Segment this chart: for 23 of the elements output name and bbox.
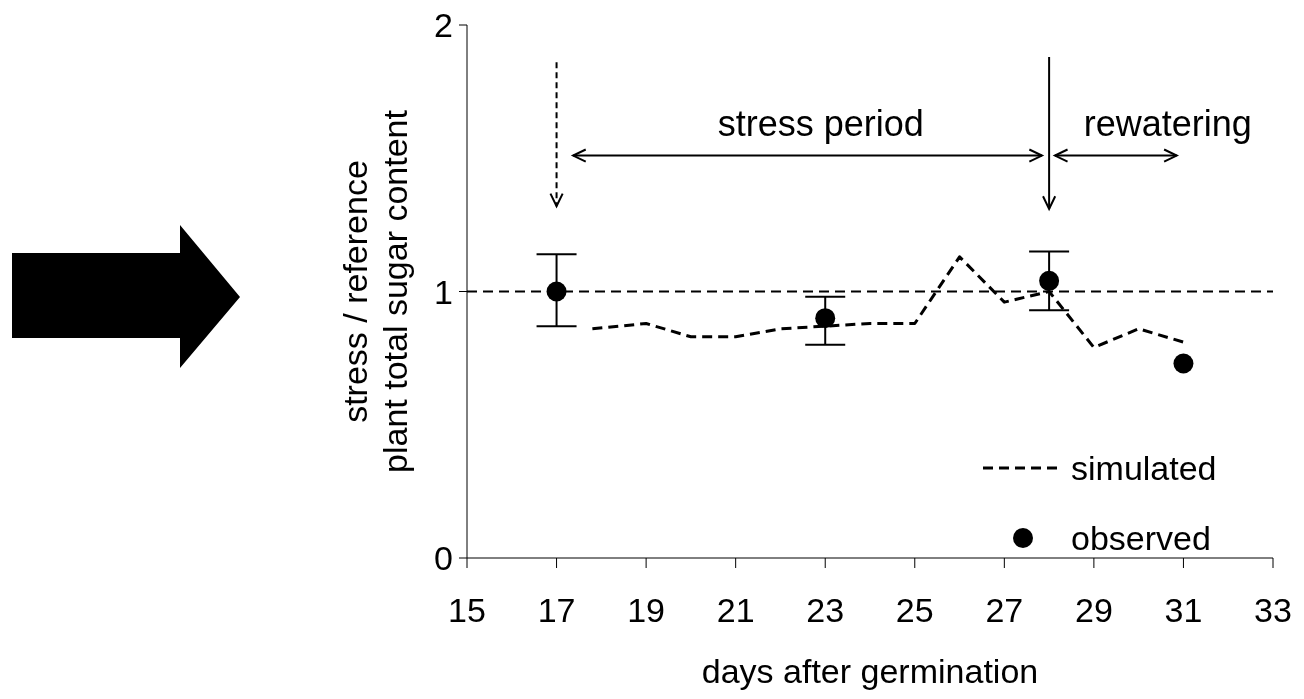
x-tick-label: 31 — [1164, 591, 1203, 630]
x-tick-label: 33 — [1254, 591, 1292, 630]
x-tick-label: 19 — [627, 591, 666, 630]
y-tick-label: 1 — [434, 272, 453, 311]
annotation: rewatering — [1083, 103, 1252, 145]
y-axis-title: stress / reference plant total sugar content — [336, 109, 414, 473]
point — [1173, 353, 1194, 374]
x-tick-label: 17 — [537, 591, 576, 630]
x-tick-label: 29 — [1074, 591, 1113, 630]
x-tick-label: 27 — [985, 591, 1024, 630]
y-tick-label: 0 — [434, 539, 453, 578]
point — [1039, 270, 1060, 291]
point — [815, 308, 836, 329]
x-axis-title: days after germination — [701, 652, 1039, 690]
legend-label: observed — [1071, 519, 1211, 557]
x-tick-label: 21 — [716, 591, 755, 630]
annotation: stress period — [717, 103, 924, 145]
legend-label: simulated — [1071, 449, 1217, 487]
x-tick-label: 25 — [895, 591, 934, 630]
y-tick-label: 2 — [434, 6, 453, 45]
x-tick-label: 15 — [448, 591, 486, 630]
x-tick-label: 23 — [806, 591, 845, 630]
point — [546, 281, 567, 302]
